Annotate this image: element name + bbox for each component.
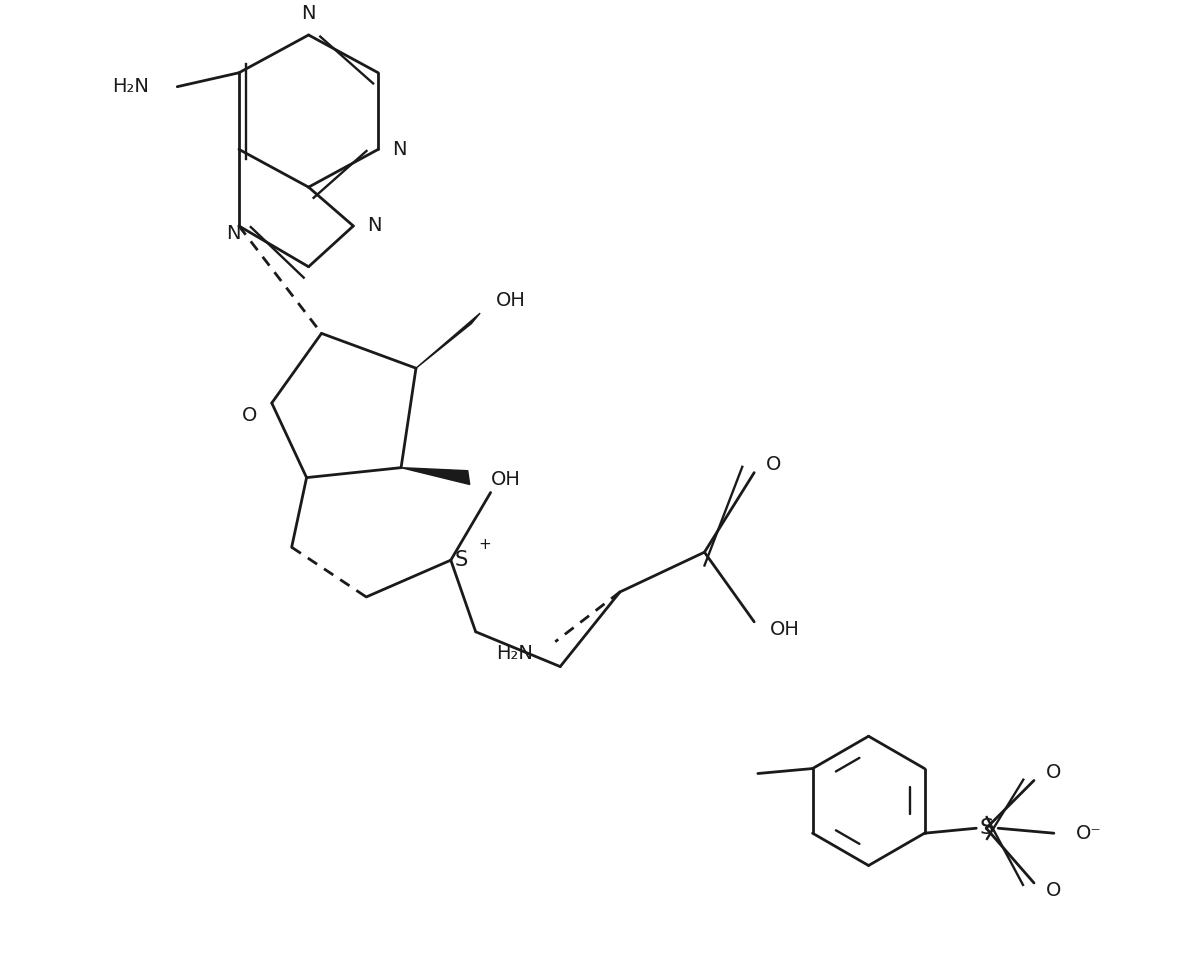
Polygon shape — [416, 313, 480, 368]
Text: O: O — [1046, 763, 1061, 782]
Text: OH: OH — [496, 291, 526, 310]
Text: O⁻: O⁻ — [1075, 823, 1102, 843]
Text: O: O — [1046, 881, 1061, 900]
Text: N: N — [392, 140, 407, 159]
Text: +: + — [479, 536, 492, 552]
Text: N: N — [367, 217, 382, 236]
Text: H₂N: H₂N — [497, 644, 533, 664]
Text: H₂N: H₂N — [113, 77, 150, 96]
Text: OH: OH — [770, 620, 800, 639]
Text: O: O — [242, 406, 258, 426]
Text: S: S — [455, 550, 468, 570]
Text: S: S — [979, 819, 994, 838]
Text: N: N — [226, 224, 240, 244]
Polygon shape — [401, 468, 469, 484]
Text: O: O — [766, 455, 781, 474]
Text: OH: OH — [491, 470, 521, 489]
Text: N: N — [301, 4, 316, 23]
